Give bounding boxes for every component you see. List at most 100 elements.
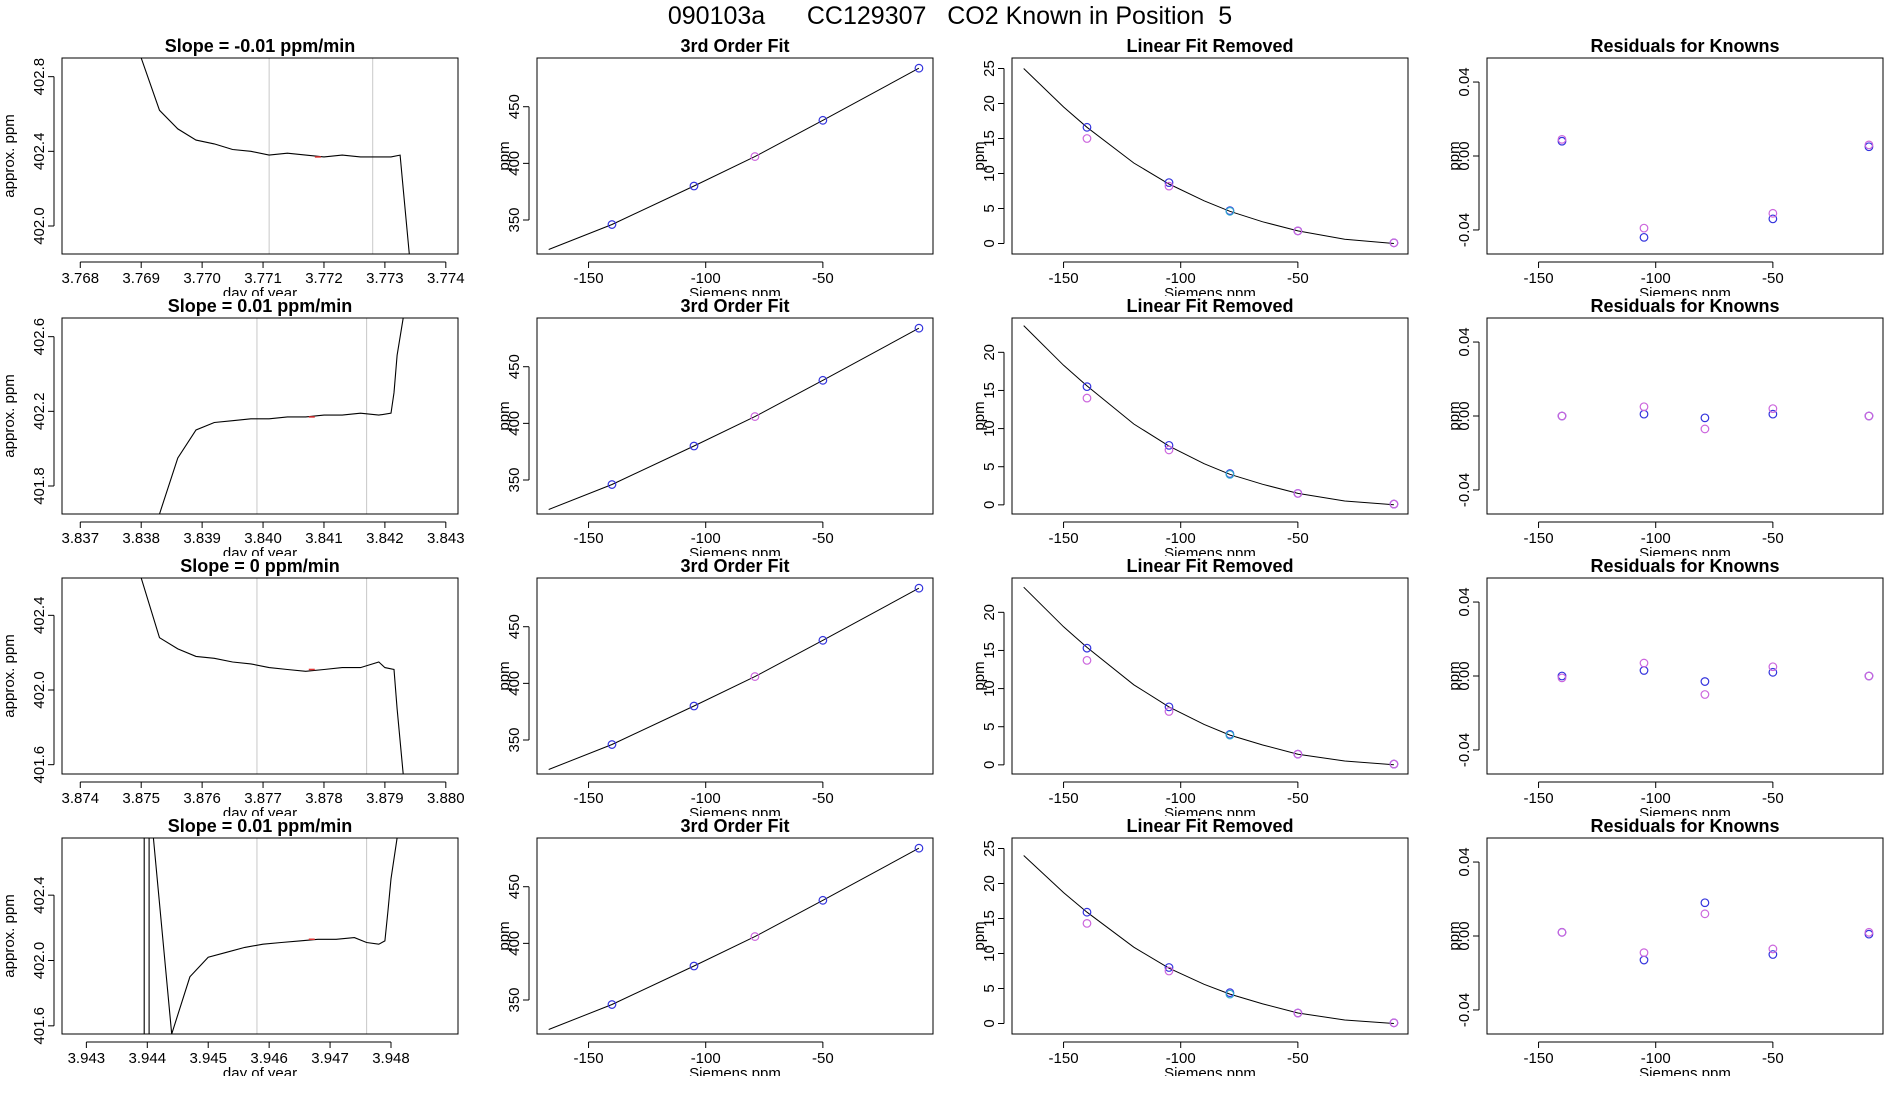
x-tick-label: -150 bbox=[1524, 790, 1554, 807]
x-tick-label: 3.943 bbox=[68, 1050, 106, 1067]
data-point bbox=[607, 1000, 617, 1009]
data-point bbox=[1225, 469, 1235, 479]
y-tick-label: 350 bbox=[506, 987, 523, 1012]
plot-area bbox=[1023, 325, 1399, 509]
x-tick-label: 3.874 bbox=[62, 790, 100, 807]
x-axis-label: Siemens ppm bbox=[1164, 285, 1256, 296]
data-point bbox=[1164, 702, 1174, 712]
x-tick-label: 3.947 bbox=[311, 1050, 349, 1067]
data-point bbox=[818, 115, 828, 125]
page-title: 090103a CC129307 CO2 Known in Position 5 bbox=[667, 2, 1233, 30]
data-point bbox=[1639, 223, 1649, 233]
data-point bbox=[1082, 382, 1092, 392]
x-axis-label: Siemens ppm bbox=[1164, 545, 1256, 556]
y-tick-label: 400 bbox=[506, 151, 523, 176]
x-tick-label: -150 bbox=[574, 530, 604, 547]
y-tick-label: 10 bbox=[981, 945, 998, 962]
chart-title: Slope = 0 ppm/min bbox=[180, 556, 340, 576]
data-point bbox=[1557, 411, 1567, 421]
chart-title: Residuals for Knowns bbox=[1590, 816, 1779, 836]
data-point bbox=[1293, 1008, 1303, 1018]
chart-title: 3rd Order Fit bbox=[680, 296, 789, 316]
y-tick-label: 10 bbox=[981, 680, 998, 697]
data-point bbox=[689, 701, 699, 711]
y-tick-label: 10 bbox=[981, 420, 998, 437]
x-tick-label: -50 bbox=[812, 790, 834, 807]
x-tick-label: 3.880 bbox=[427, 790, 465, 807]
x-tick-label: -150 bbox=[1049, 270, 1079, 287]
x-tick-label: -100 bbox=[1641, 270, 1671, 287]
x-tick-label: -100 bbox=[1166, 1050, 1196, 1067]
plot-area bbox=[140, 578, 404, 774]
y-tick-label: 20 bbox=[981, 95, 998, 112]
y-tick-label: -0.04 bbox=[1456, 733, 1473, 767]
data-point bbox=[1700, 898, 1710, 908]
y-tick-label: 402.0 bbox=[31, 942, 48, 980]
chart-panel-4-3: Linear Fit Removed -150 -100 -50 Siemens ppm… bbox=[971, 816, 1409, 1076]
x-tick-label: 3.774 bbox=[427, 270, 465, 287]
x-tick-label: 3.840 bbox=[244, 530, 282, 547]
x-tick-label: 3.769 bbox=[122, 270, 160, 287]
fit-curve bbox=[548, 847, 920, 1030]
chart-title: 3rd Order Fit bbox=[680, 556, 789, 576]
x-tick-label: -150 bbox=[1524, 530, 1554, 547]
x-axis-label: Siemens ppm bbox=[1639, 545, 1731, 556]
y-axis-label: ppm bbox=[1446, 141, 1463, 170]
x-tick-label: -100 bbox=[1641, 790, 1671, 807]
y-tick-label: 350 bbox=[506, 467, 523, 492]
x-tick-label: 3.842 bbox=[366, 530, 404, 547]
data-point bbox=[1639, 948, 1649, 958]
x-tick-label: -50 bbox=[812, 1050, 834, 1067]
x-tick-label: 3.948 bbox=[372, 1050, 410, 1067]
y-tick-label: 0.04 bbox=[1456, 327, 1473, 356]
data-point bbox=[1082, 655, 1092, 665]
data-point bbox=[1164, 178, 1174, 188]
data-point bbox=[1389, 1018, 1399, 1028]
x-tick-label: -100 bbox=[691, 530, 721, 547]
data-point bbox=[914, 323, 924, 333]
fit-curve bbox=[548, 587, 920, 770]
x-tick-label: -100 bbox=[691, 1050, 721, 1067]
plot-area bbox=[548, 583, 924, 770]
plot-frame bbox=[61, 577, 459, 775]
chart-panel-1-4: Residuals for Knowns -150 -100 -50 Siemens p… bbox=[1446, 36, 1884, 296]
chart-panel-2-3: Linear Fit Removed -150 -100 -50 Siemens ppm… bbox=[971, 296, 1409, 556]
fit-curve bbox=[1023, 855, 1394, 1024]
chart-title: Linear Fit Removed bbox=[1126, 36, 1293, 56]
x-tick-label: 3.876 bbox=[183, 790, 221, 807]
y-axis-label: ppm bbox=[1446, 921, 1463, 950]
y-axis-label: approx. ppm bbox=[1, 634, 18, 717]
chart-title: 3rd Order Fit bbox=[680, 816, 789, 836]
data-point bbox=[1639, 402, 1649, 412]
data-point bbox=[1700, 909, 1710, 919]
chart-panel-4-1: Slope = 0.01 ppm/min 3.943 3.944 3.945 3.946… bbox=[1, 816, 459, 1076]
y-tick-label: 5 bbox=[981, 723, 998, 731]
x-tick-label: -100 bbox=[1166, 270, 1196, 287]
fit-curve bbox=[548, 327, 920, 510]
y-tick-label: 402.0 bbox=[31, 207, 48, 245]
data-point bbox=[1864, 671, 1874, 681]
x-tick-label: -50 bbox=[1762, 1050, 1784, 1067]
chart-title: Residuals for Knowns bbox=[1590, 556, 1779, 576]
chart-panel-1-2: 3rd Order Fit -150 -100 -50 Siemens ppm 350 40… bbox=[496, 36, 934, 296]
y-tick-label: 25 bbox=[981, 60, 998, 77]
chart-title: Slope = 0.01 ppm/min bbox=[168, 296, 353, 316]
plot-area bbox=[548, 323, 924, 510]
y-tick-label: 15 bbox=[981, 910, 998, 927]
y-axis-label: ppm bbox=[971, 401, 988, 430]
data-point bbox=[689, 181, 699, 191]
data-point bbox=[1768, 404, 1778, 414]
y-tick-label: -0.04 bbox=[1456, 993, 1473, 1027]
y-tick-label: 0.04 bbox=[1456, 847, 1473, 876]
x-tick-label: -100 bbox=[1641, 1050, 1671, 1067]
chart-panel-2-1: Slope = 0.01 ppm/min 3.837 3.838 3.839 3.840… bbox=[1, 296, 465, 556]
plot-frame bbox=[1011, 57, 1409, 255]
y-tick-label: 402.0 bbox=[31, 671, 48, 709]
y-tick-label: 402.2 bbox=[31, 393, 48, 431]
y-axis-label: ppm bbox=[971, 141, 988, 170]
y-tick-label: 15 bbox=[981, 642, 998, 659]
fit-curve bbox=[1023, 586, 1394, 766]
y-tick-label: -0.04 bbox=[1456, 473, 1473, 507]
chart-title: 3rd Order Fit bbox=[680, 36, 789, 56]
y-tick-label: 5 bbox=[981, 984, 998, 992]
